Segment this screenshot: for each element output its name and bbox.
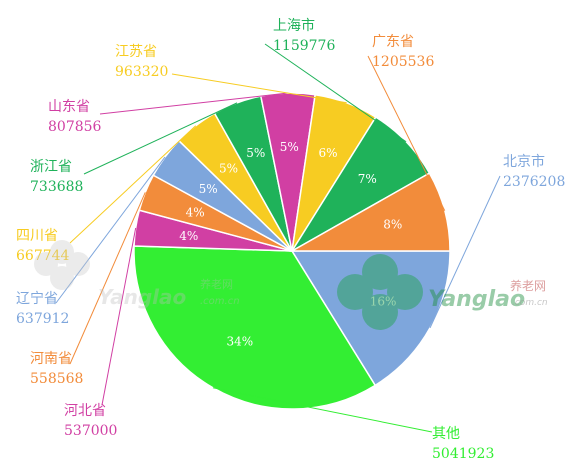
- leader-line: [171, 73, 347, 104]
- slice-value-label: 537000: [64, 423, 117, 439]
- svg-text:养老网: 养老网: [200, 277, 233, 291]
- slice-value-label: 667744: [16, 248, 70, 264]
- leader-line: [69, 192, 146, 365]
- slice-category-label: 河南省: [30, 351, 72, 367]
- slice-percent-label: 34%: [226, 334, 253, 348]
- leader-line: [264, 43, 407, 143]
- slice-percent-label: 5%: [219, 161, 238, 175]
- leader-line: [69, 125, 197, 244]
- slice-percent-label: 5%: [246, 146, 265, 160]
- svg-text:.com.cn: .com.cn: [512, 298, 548, 308]
- leader-line: [367, 55, 446, 211]
- svg-text:养老网: 养老网: [510, 278, 546, 293]
- watermark-logo-right: 养老网 .com.cn: [510, 278, 548, 308]
- slice-category-label: 北京市: [503, 153, 545, 170]
- slice-category-label: 上海市: [273, 17, 315, 34]
- slice-percent-label: 6%: [319, 146, 338, 160]
- leader-line: [101, 227, 137, 406]
- slice-value-label: 1205536: [372, 54, 434, 70]
- svg-text:Yanglao: Yanglao: [98, 285, 187, 309]
- slice-percent-label: 5%: [280, 140, 299, 154]
- slice-category-label: 山东省: [48, 99, 90, 115]
- pie-slice: [289, 172, 451, 252]
- percent-labels: 16%34%4%4%5%5%5%5%6%7%8%: [179, 140, 402, 349]
- slice-category-label: 河北省: [64, 403, 106, 419]
- svg-text:Yanglao: Yanglao: [428, 287, 525, 312]
- slice-value-label: 637912: [16, 311, 69, 327]
- slice-value-label: 807856: [48, 119, 102, 135]
- leader-line: [212, 387, 433, 433]
- slice-percent-label: 8%: [383, 217, 402, 231]
- slice-percent-label: 4%: [179, 229, 198, 243]
- slice-category-label: 其他: [432, 426, 460, 442]
- slice-category-label: 四川省: [16, 228, 58, 244]
- leader-line: [83, 102, 238, 175]
- watermark-logo-center: Yanglao: [337, 254, 525, 330]
- slice-percent-label: 16%: [370, 295, 397, 309]
- category-labels: 北京市 2376208 其他 5041923 河北省 537000 河南省 558568 辽宁省…: [16, 17, 565, 462]
- slice-value-label: 1159776: [273, 38, 335, 54]
- slice-percent-label: 7%: [358, 172, 377, 186]
- leader-line: [55, 156, 166, 304]
- slice-category-label: 广东省: [372, 34, 414, 50]
- slice-value-label: 733688: [30, 179, 83, 195]
- slice-value-label: 5041923: [432, 446, 494, 462]
- slice-percent-label: 5%: [199, 182, 218, 196]
- slice-category-label: 辽宁省: [16, 290, 58, 307]
- slice-category-label: 江苏省: [115, 44, 157, 60]
- svg-text:.com.cn: .com.cn: [200, 296, 240, 307]
- watermark-logo-left: Yanglao .com.cn 养老网: [34, 240, 240, 309]
- slice-value-label: 2376208: [503, 174, 565, 190]
- leader-lines: [55, 43, 501, 433]
- slice-value-label: 963320: [115, 64, 168, 80]
- leader-line: [429, 175, 501, 329]
- slice-percent-label: 4%: [186, 205, 205, 219]
- slice-value-label: 558568: [30, 371, 83, 387]
- slice-category-label: 浙江省: [30, 159, 72, 175]
- leader-line: [99, 92, 288, 115]
